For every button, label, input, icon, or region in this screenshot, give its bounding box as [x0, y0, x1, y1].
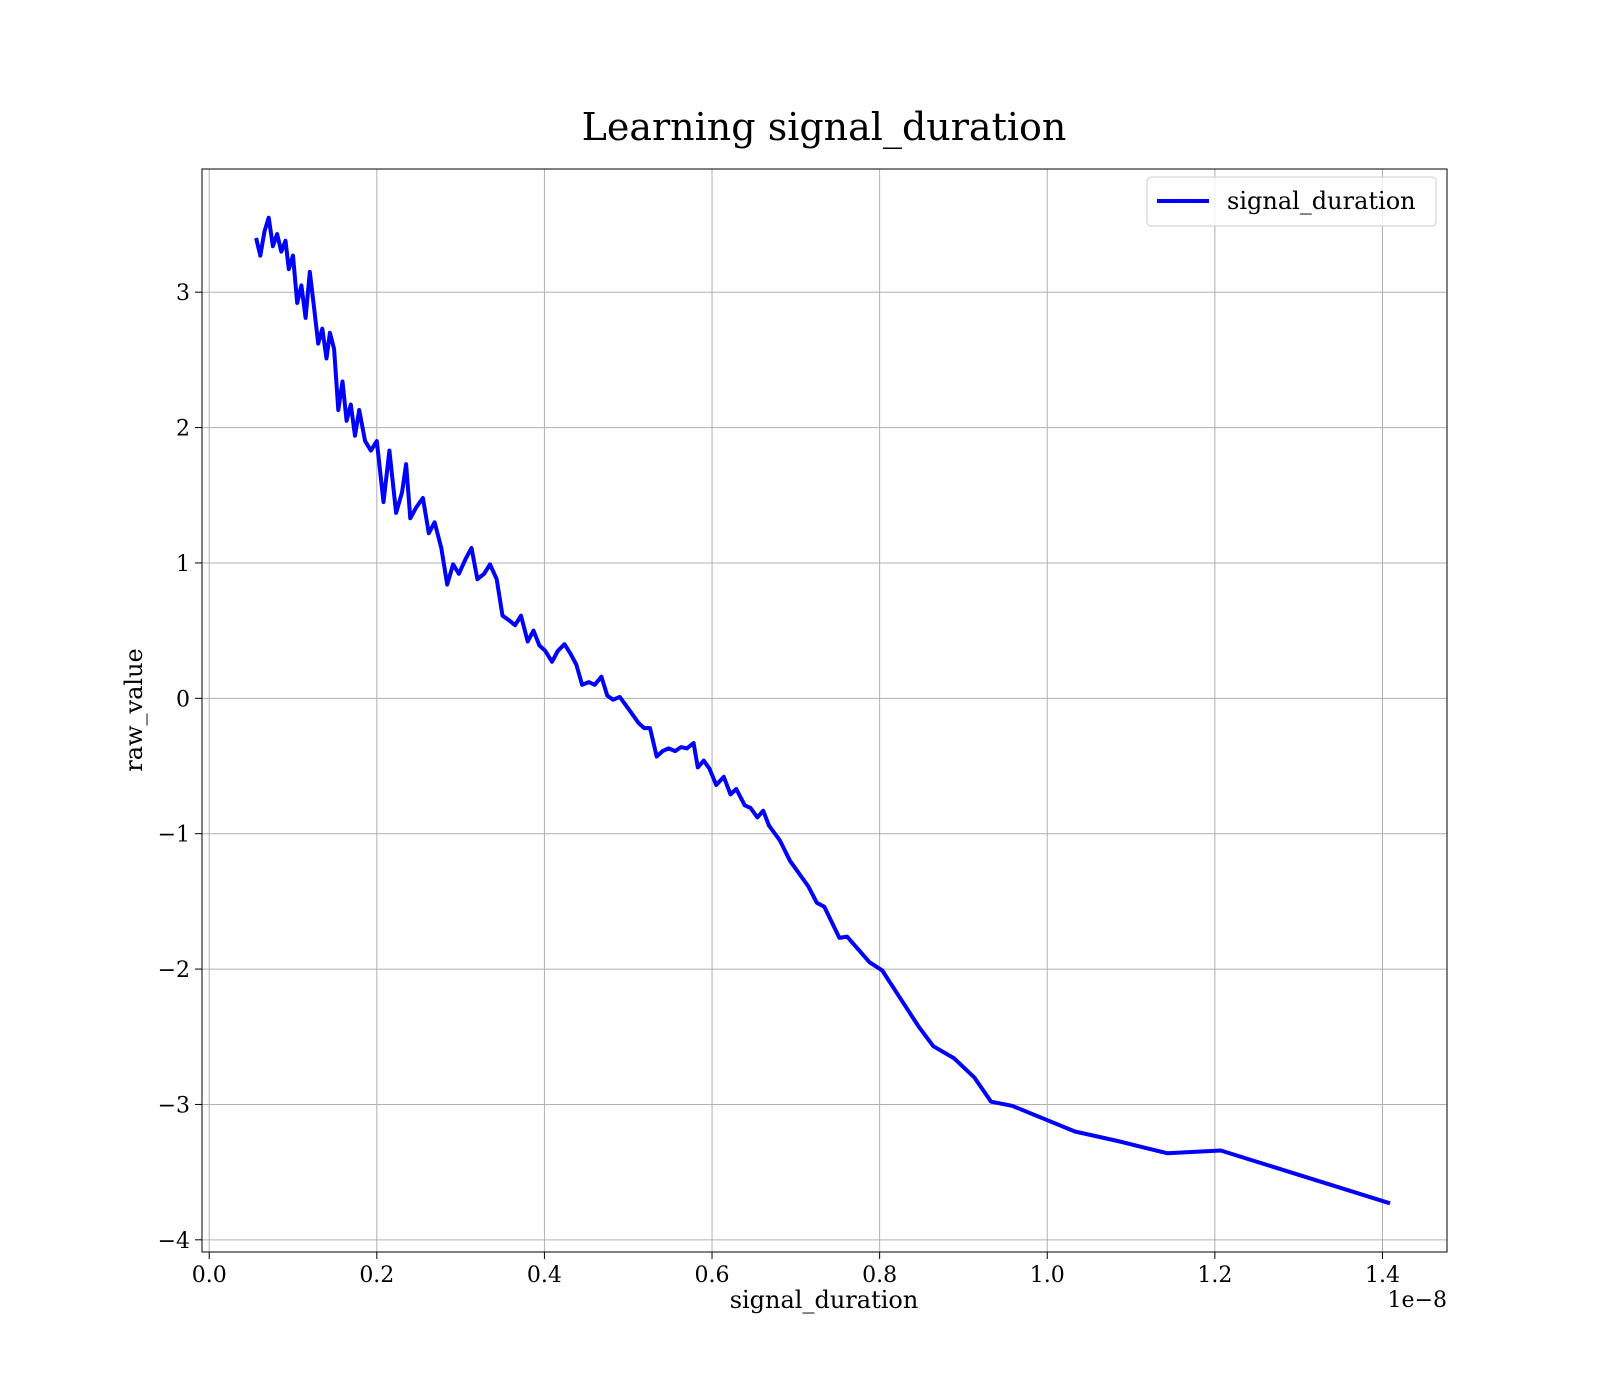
- x-tick-label: 1.2: [1197, 1263, 1232, 1288]
- y-tick-label: 0: [176, 687, 190, 712]
- data-line: [254, 215, 1391, 1206]
- x-axis-label: signal_duration: [730, 1286, 919, 1314]
- y-axis-label: raw_value: [120, 648, 148, 772]
- x-tick-label: 0.8: [862, 1263, 897, 1288]
- x-tick-label: 0.2: [359, 1263, 394, 1288]
- chart-title: Learning signal_duration: [582, 105, 1067, 150]
- plot-frame: [201, 168, 1448, 1253]
- y-tick-label: −2: [158, 958, 190, 983]
- legend-box: [1146, 176, 1437, 227]
- y-tick-label: −4: [158, 1229, 190, 1254]
- x-tick-label: 1.4: [1365, 1263, 1400, 1288]
- x-tick-label: 1.0: [1030, 1263, 1065, 1288]
- y-tick-label: 2: [176, 417, 190, 442]
- x-tick-label: 0.4: [527, 1263, 562, 1288]
- y-tick-label: −1: [158, 823, 190, 848]
- y-tick-label: 3: [176, 281, 190, 306]
- x-tick-label: 0.6: [695, 1263, 730, 1288]
- x-tick-label: 0.0: [192, 1263, 227, 1288]
- legend-label: signal_duration: [1227, 187, 1416, 215]
- x-offset-label: 1e−8: [1388, 1288, 1447, 1313]
- y-tick-label: 1: [176, 552, 190, 577]
- y-tick-label: −3: [158, 1093, 190, 1118]
